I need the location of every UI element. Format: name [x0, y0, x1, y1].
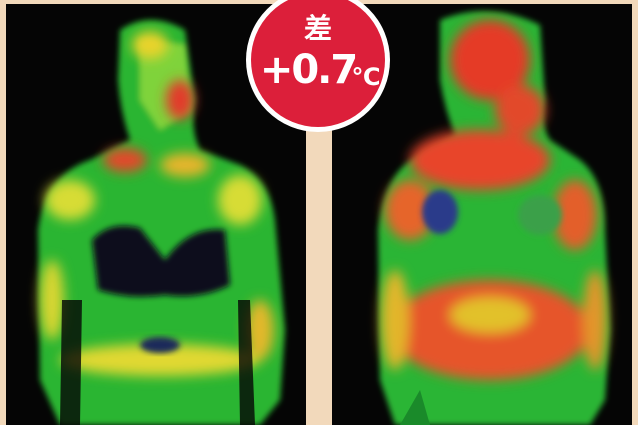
- thermal-image-after: [332, 4, 632, 425]
- difference-badge: 差 +0.7 ℃: [246, 0, 390, 132]
- badge-value: +0.7: [260, 47, 356, 93]
- badge-label: 差: [304, 12, 332, 45]
- badge-unit: ℃: [351, 63, 380, 91]
